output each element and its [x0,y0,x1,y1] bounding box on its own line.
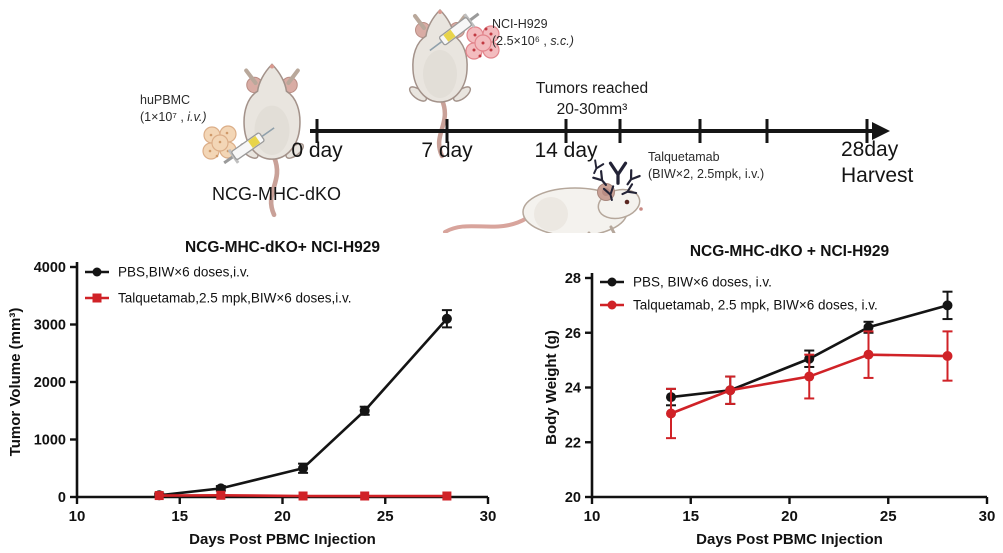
legend-item: PBS, BIW×6 doses, i.v. [600,275,772,290]
svg-text:30: 30 [480,508,497,525]
svg-text:15: 15 [682,508,699,525]
legend-item: Talquetamab, 2.5 mpk, BIW×6 doses, i.v. [600,298,878,313]
mouse-side-icon [443,183,643,233]
legend-label: PBS, BIW×6 doses, i.v. [633,275,772,290]
svg-text:28: 28 [565,271,581,287]
pbmc-cells-icon [202,125,237,160]
timeline-end-harvest: Harvest [841,164,914,187]
svg-text:2000: 2000 [34,375,66,391]
legend-label: Talquetamab, 2.5 mpk, BIW×6 doses, i.v. [633,298,878,313]
svg-text:10: 10 [584,508,601,525]
timeline-schematic [202,5,890,233]
timeline-tick-label: 14 day [534,139,598,162]
timeline-end-day: 28day [841,138,899,161]
timeline-end-label: 28day Harvest [841,137,913,189]
x-axis-label: Days Post PBMC Injection [189,531,376,548]
legend-item: PBS,BIW×6 doses,i.v. [85,265,249,280]
legend-label: PBS,BIW×6 doses,i.v. [118,265,249,280]
svg-text:1000: 1000 [34,433,66,449]
tumors-reached-line2: 20-30mm³ [556,101,628,118]
svg-text:25: 25 [880,508,897,525]
timeline-tick-label: 0 day [291,139,343,162]
svg-text:4000: 4000 [34,260,66,276]
svg-text:10: 10 [69,508,86,525]
svg-text:30: 30 [979,508,996,525]
y-axis-label: Body Weight (g) [543,330,560,445]
body-weight-chart: 20 22 24 26 28 10 15 20 25 30 NCG-MHC-dKO + NCI-H9… [543,243,996,548]
legend-label: Talquetamab,2.5 mpk,BIW×6 doses,i.v. [118,291,352,306]
svg-text:26: 26 [565,326,581,342]
mouse-model-label: NCG-MHC-dKO [212,184,341,204]
x-axis-label: Days Post PBMC Injection [696,531,883,548]
svg-text:15: 15 [171,508,188,525]
chart-title: NCG-MHC-dKO + NCI-H929 [690,243,890,260]
tumor-cell-label: NCI-H929 (2.5×10⁶ , s.c.) [492,16,574,50]
svg-text:20: 20 [781,508,798,525]
tumors-reached-line1: Tumors reached [535,80,649,97]
svg-text:20: 20 [565,490,581,506]
svg-text:20: 20 [274,508,291,525]
pbmc-injection-label: huPBMC (1×10⁷ , i.v.) [140,92,207,126]
tumor-volume-chart: 0 1000 2000 3000 4000 10 15 20 25 30 NCG-MHC-dKO+ … [7,239,497,548]
treatment-label-line1: Talquetamab [648,150,720,164]
svg-text:3000: 3000 [34,318,66,334]
y-axis-label: Tumor Volume (mm³) [7,308,24,457]
legend-item: Talquetamab,2.5 mpk,BIW×6 doses,i.v. [85,291,352,306]
series-group [666,330,953,440]
svg-text:24: 24 [565,381,581,397]
svg-text:25: 25 [377,508,394,525]
tumor-cells-icon [465,25,500,60]
treatment-label-line2: (BIW×2, 2.5mpk, i.v.) [648,167,765,181]
series-group [154,309,452,501]
svg-text:0: 0 [58,490,66,506]
timeline-tick-label: 7 day [421,139,473,162]
series-talquetamab [154,490,452,501]
timeline-axis [310,119,890,143]
pbmc-label-line1: huPBMC [140,93,191,107]
tumor-label-line2: (2.5×10⁶ , s.c.) [492,34,574,48]
tumors-reached-label: Tumors reached 20-30mm³ [536,78,648,120]
tumor-label-line1: NCI-H929 [492,17,548,31]
treatment-label: Talquetamab (BIW×2, 2.5mpk, i.v.) [648,149,764,183]
svg-text:22: 22 [565,435,581,451]
pbmc-label-line2: (1×10⁷ , i.v.) [140,110,207,124]
chart-title: NCG-MHC-dKO+ NCI-H929 [185,239,380,256]
